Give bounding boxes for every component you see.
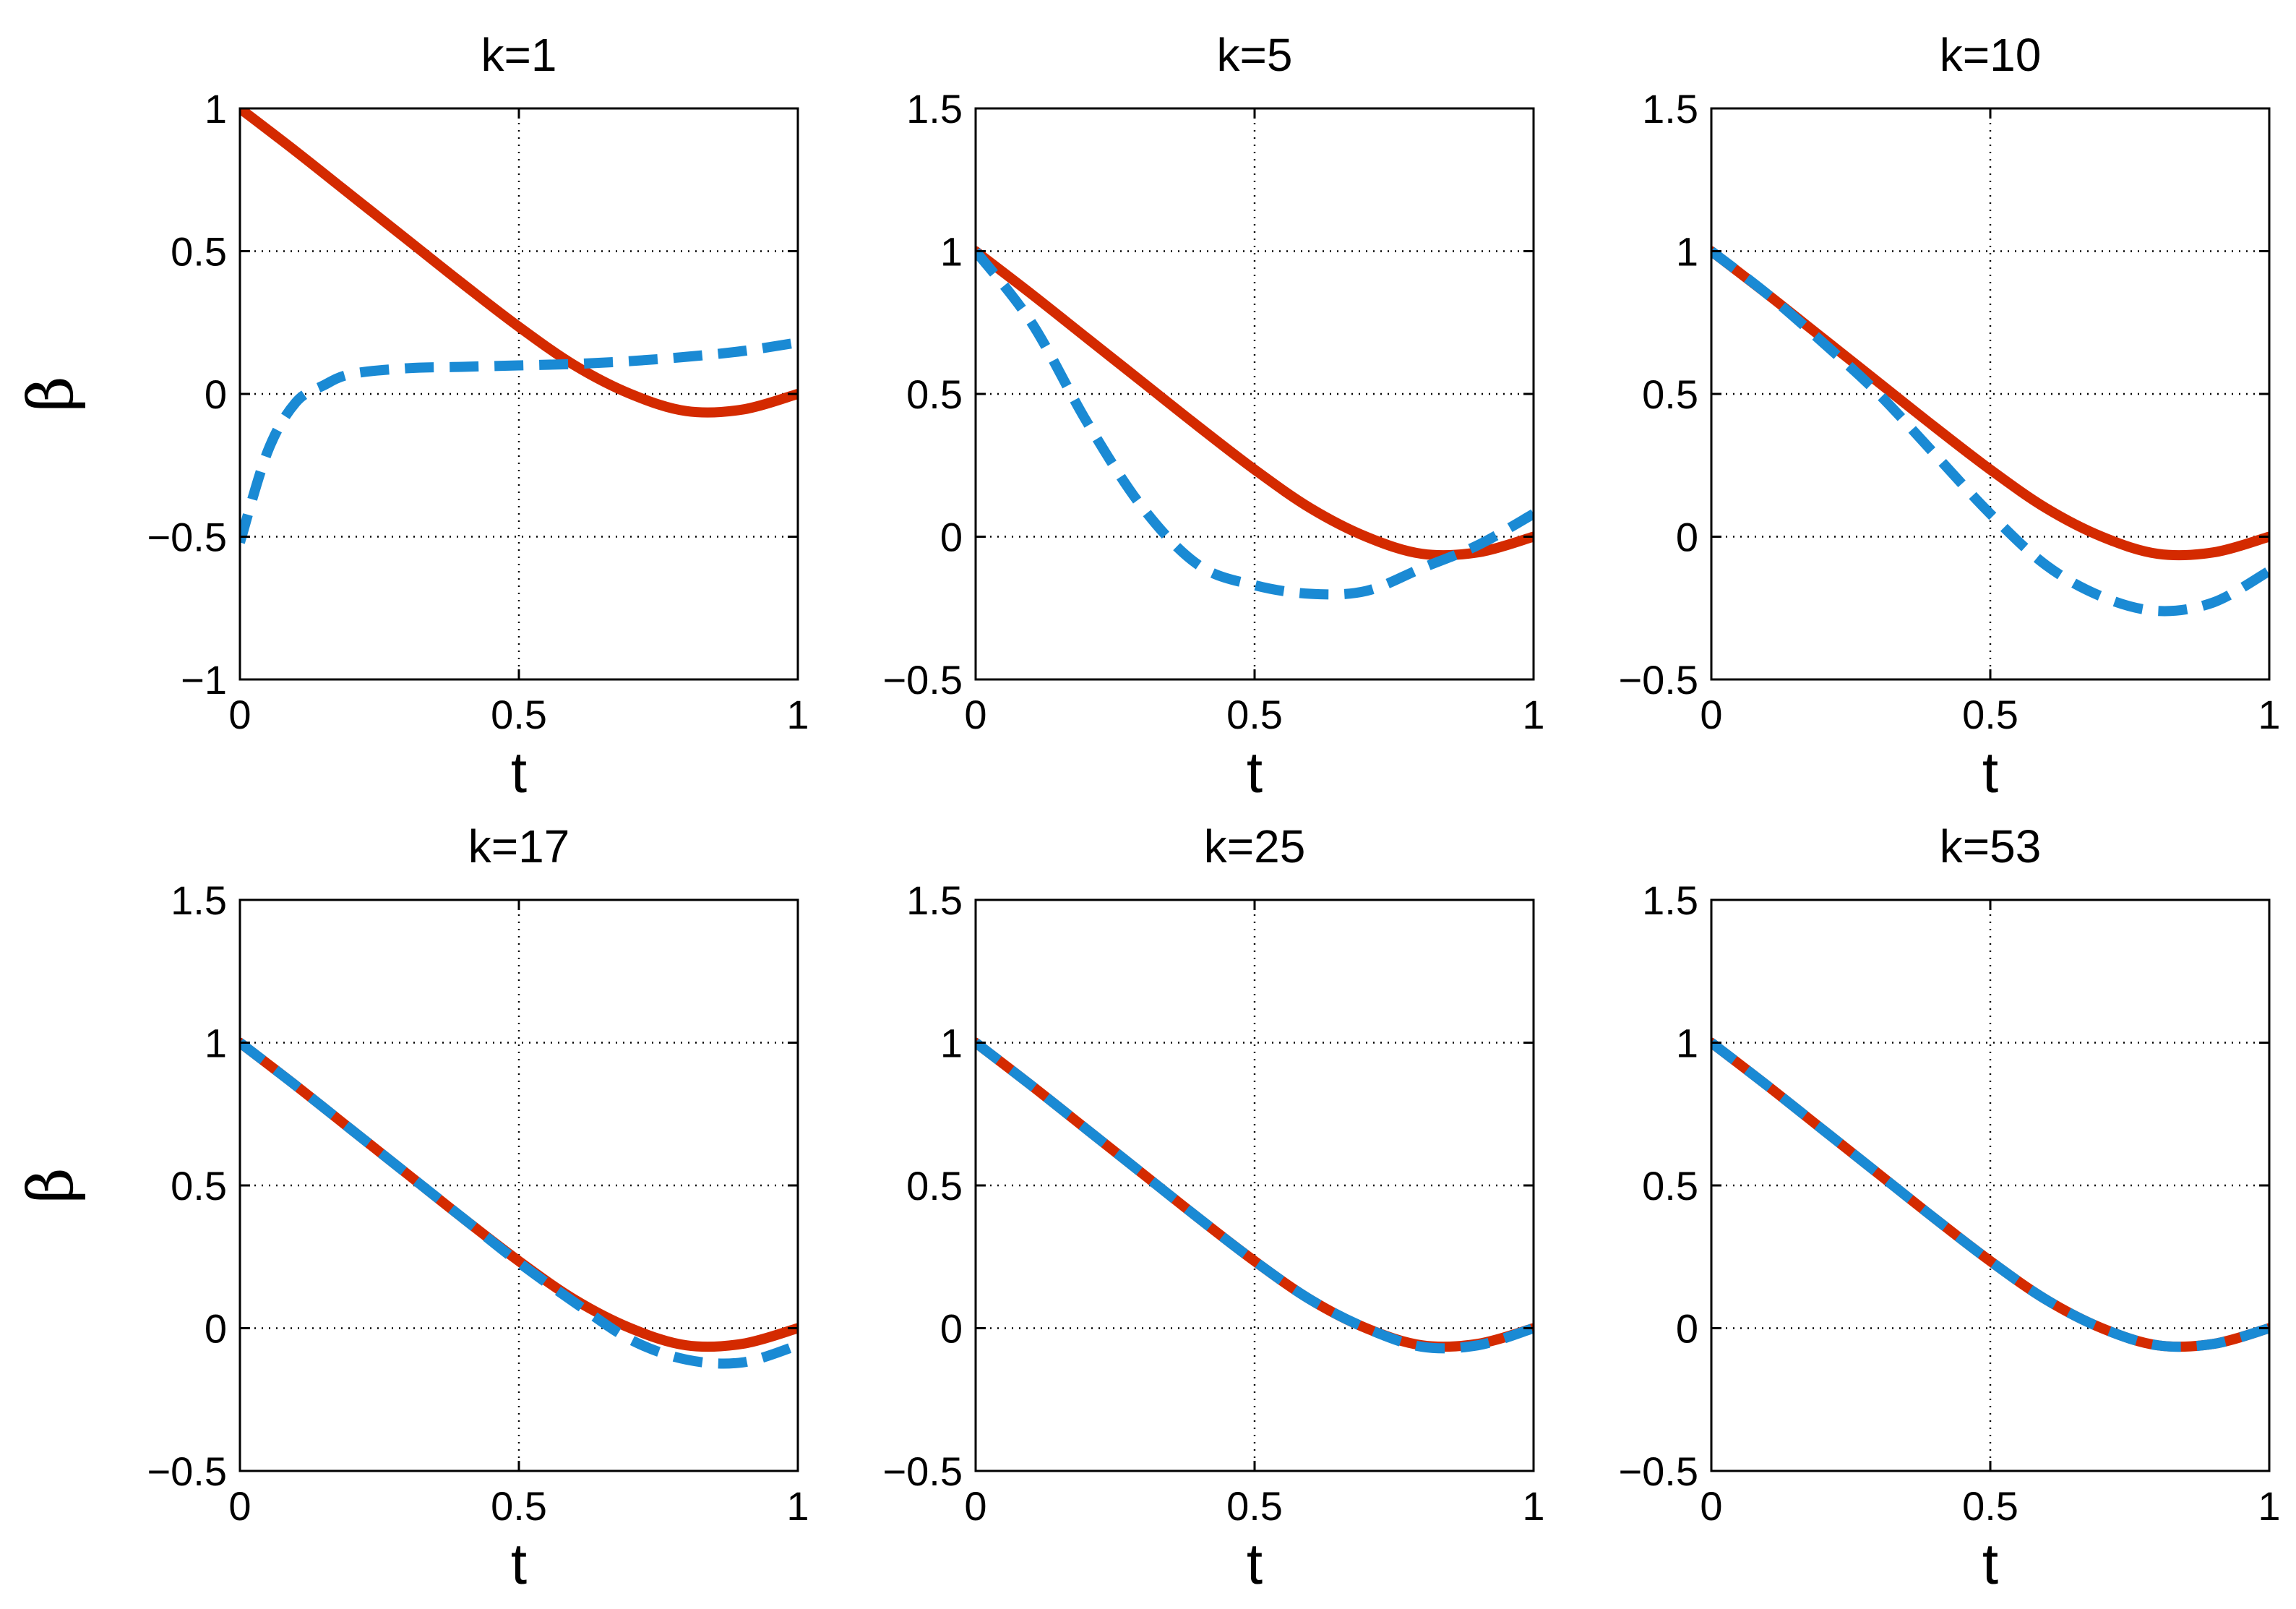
panel-title: k=1 (481, 29, 557, 81)
panel-title: k=10 (1940, 29, 2042, 81)
y-tick-label: 0 (940, 1306, 963, 1352)
y-tick-label: 1.5 (906, 878, 963, 923)
y-tick-label: −0.5 (1618, 657, 1698, 703)
y-tick-label: 0 (205, 372, 227, 417)
y-tick-label: 0 (205, 1306, 227, 1352)
x-tick-label: 0.5 (1962, 692, 2018, 737)
y-tick-label: 0.5 (906, 1163, 963, 1209)
y-tick-label: 1 (205, 86, 227, 132)
series-reference-line (240, 108, 798, 418)
y-tick-label: 0.5 (906, 372, 963, 417)
series-group (240, 108, 798, 544)
x-tick-label: 0.5 (1226, 692, 1283, 737)
x-tick-label: 0.5 (491, 1483, 547, 1529)
y-tick-label: 0 (1676, 515, 1698, 560)
y-axis-label: β (15, 376, 87, 412)
x-axis-label: t (1247, 1532, 1263, 1596)
y-tick-label: −0.5 (1618, 1449, 1698, 1494)
series-group (1711, 1037, 2269, 1352)
y-tick-label: 0.5 (171, 1163, 227, 1209)
series-estimate-line (976, 248, 1534, 600)
x-tick-label: 1 (1522, 1483, 1544, 1529)
y-tick-label: 0.5 (171, 229, 227, 275)
y-tick-label: 1 (1676, 229, 1698, 275)
panel-title: k=53 (1940, 820, 2042, 872)
panel-5: 0 0.5 1−0.500.511.5k=25t (882, 820, 1544, 1596)
panel-title: k=17 (468, 820, 570, 872)
x-tick-label: 0.5 (491, 692, 547, 737)
y-axis-label: β (15, 1167, 87, 1203)
y-tick-label: 1.5 (1642, 878, 1698, 923)
x-tick-label: 0 (964, 1483, 986, 1529)
y-tick-label: 0.5 (1642, 1163, 1698, 1209)
x-tick-label: 0 (228, 692, 251, 737)
y-tick-label: 0.5 (1642, 372, 1698, 417)
y-tick-label: 1 (940, 229, 963, 275)
panel-1: 0 0.5 1 −1 −0.5 0 0.5 1 k=1 t β (15, 29, 809, 804)
x-tick-label: 0.5 (1226, 1483, 1283, 1529)
y-tick-label: 1 (205, 1021, 227, 1066)
panel-title: k=25 (1204, 820, 1306, 872)
x-axis-label: t (511, 1532, 527, 1596)
y-tick-label: 1.5 (1642, 86, 1698, 132)
series-group (976, 246, 1534, 600)
series-estimate-line (1711, 246, 2269, 617)
x-axis-label: t (1982, 740, 1998, 804)
series-estimate-line (240, 1038, 798, 1369)
x-tick-label: 1 (2258, 692, 2280, 737)
x-axis-label: t (1982, 1532, 1998, 1596)
y-tick-label: 0 (1676, 1306, 1698, 1352)
x-tick-label: 0 (1700, 1483, 1722, 1529)
x-tick-label: 0 (1700, 692, 1722, 737)
x-tick-label: 0 (228, 1483, 251, 1529)
x-tick-label: 1 (786, 1483, 809, 1529)
y-tick-label: −1 (181, 657, 227, 703)
series-group (976, 1037, 1534, 1354)
y-tick-label: 0 (940, 515, 963, 560)
series-reference-line (976, 246, 1534, 561)
y-tick-label: 1.5 (171, 878, 227, 923)
y-tick-label: 1.5 (906, 86, 963, 132)
series-group (240, 1037, 798, 1369)
y-tick-label: 1 (1676, 1021, 1698, 1066)
panel-title: k=5 (1217, 29, 1293, 81)
series-group (1711, 246, 2269, 617)
x-tick-label: 0.5 (1962, 1483, 2018, 1529)
x-axis-label: t (1247, 740, 1263, 804)
series-estimate-line (976, 1038, 1534, 1354)
y-tick-label: −0.5 (882, 657, 963, 703)
panel-6: 0 0.5 1−0.500.511.5k=53t (1618, 820, 2280, 1596)
series-estimate-line (240, 337, 798, 544)
series-estimate-line (1711, 1038, 2269, 1352)
y-tick-label: −0.5 (147, 515, 227, 560)
panel-2: 0 0.5 1−0.500.511.5k=5t (882, 29, 1544, 804)
x-tick-label: 1 (2258, 1483, 2280, 1529)
x-tick-label: 1 (786, 692, 809, 737)
y-tick-label: −0.5 (882, 1449, 963, 1494)
x-tick-label: 0 (964, 692, 986, 737)
x-axis-label: t (511, 740, 527, 804)
y-tick-label: 1 (940, 1021, 963, 1066)
x-tick-label: 1 (1522, 692, 1544, 737)
panel-3: 0 0.5 1−0.500.511.5k=10t (1618, 29, 2280, 804)
y-tick-label: −0.5 (147, 1449, 227, 1494)
